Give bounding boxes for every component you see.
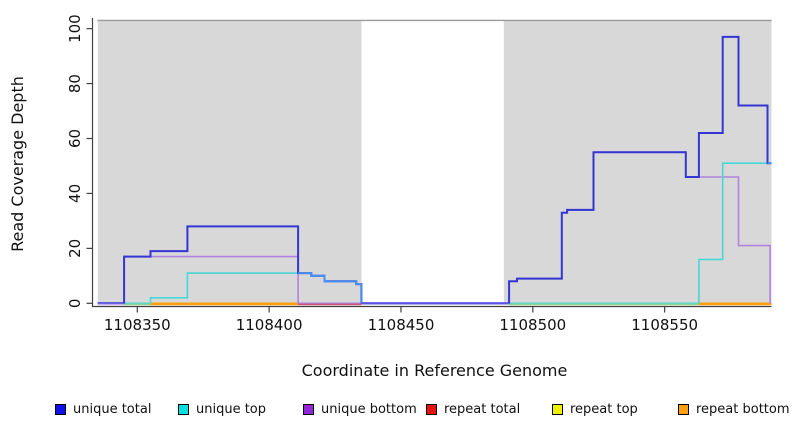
legend-swatch-unique-total <box>55 404 66 415</box>
x-tick-label: 1108550 <box>631 316 698 334</box>
legend-item-repeat-top: repeat top <box>552 402 638 417</box>
legend-item-unique-top: unique top <box>178 402 266 417</box>
legend-swatch-unique-top <box>178 404 189 415</box>
y-tick-label: 100 <box>66 14 84 43</box>
x-tick-label: 1108500 <box>499 316 566 334</box>
y-axis-title: Read Coverage Depth <box>8 76 27 252</box>
legend-label-repeat-total: repeat total <box>444 402 521 417</box>
legend: unique total unique top unique bottom re… <box>0 400 792 426</box>
legend-label-unique-top: unique top <box>196 402 267 417</box>
legend-item-unique-total: unique total <box>55 402 151 417</box>
x-tick-label: 1108450 <box>368 316 435 334</box>
masked-region <box>97 20 362 305</box>
legend-label-unique-total: unique total <box>73 402 152 417</box>
series-overlap-highlight <box>298 272 363 304</box>
legend-label-repeat-top: repeat top <box>570 402 638 417</box>
x-tick-label: 1108350 <box>104 316 171 334</box>
legend-swatch-repeat-total <box>426 404 437 415</box>
x-axis-title: Coordinate in Reference Genome <box>301 361 568 380</box>
x-tick-label: 1108400 <box>236 316 303 334</box>
legend-swatch-repeat-top <box>552 404 563 415</box>
y-tick-label: 20 <box>66 239 84 258</box>
y-tick-label: 0 <box>66 299 84 309</box>
legend-item-unique-bottom: unique bottom <box>303 402 417 417</box>
legend-swatch-repeat-bottom <box>678 404 689 415</box>
legend-label-repeat-bottom: repeat bottom <box>696 402 790 417</box>
masked-region <box>503 20 772 305</box>
y-tick-label: 60 <box>66 129 84 148</box>
legend-label-unique-bottom: unique bottom <box>321 402 417 417</box>
legend-item-repeat-bottom: repeat bottom <box>678 402 790 417</box>
legend-swatch-unique-bottom <box>303 404 314 415</box>
series-line-unique-total <box>97 35 772 305</box>
y-tick-label: 40 <box>66 184 84 203</box>
legend-item-repeat-total: repeat total <box>426 402 520 417</box>
y-tick-label: 80 <box>66 74 84 93</box>
